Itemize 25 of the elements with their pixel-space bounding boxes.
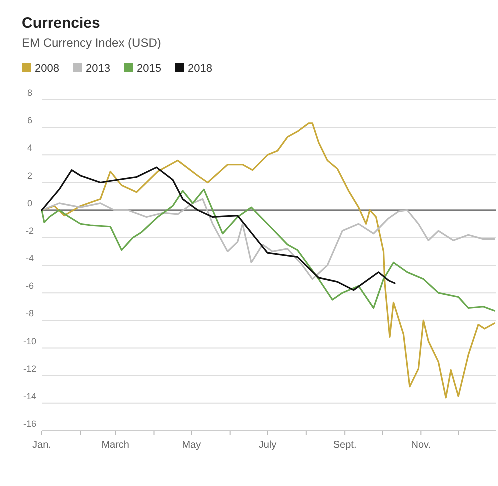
y-tick-label: -10 [23, 336, 37, 346]
chart-subtitle: EM Currency Index (USD) [22, 36, 162, 50]
legend-label: 2013 [86, 63, 110, 75]
y-tick-label: 8 [27, 88, 33, 98]
legend-label: 2008 [35, 63, 60, 75]
y-tick-label: 0 [27, 198, 33, 208]
y-tick-label: -14 [23, 391, 37, 402]
x-tick-label: May [182, 440, 202, 451]
y-tick-label: -2 [26, 226, 34, 236]
x-tick-label: March [102, 440, 130, 451]
x-tick-label: Sept. [333, 440, 357, 451]
y-tick-label: -16 [23, 419, 37, 429]
y-tick-label: 2 [27, 170, 33, 181]
x-tick-label: Nov. [411, 440, 432, 451]
y-tick-label: -12 [23, 364, 37, 374]
y-tick-label: -8 [26, 308, 34, 319]
y-tick-label: 6 [27, 116, 33, 126]
y-tick-label: -4 [26, 254, 34, 264]
x-tick-label: July [258, 440, 277, 451]
legend-label: 2015 [137, 63, 162, 75]
legend-label: 2018 [188, 63, 212, 75]
chart-title: Currencies [22, 15, 100, 32]
x-tick-label: Jan. [32, 440, 52, 451]
y-tick-label: -6 [26, 281, 34, 292]
y-tick-label: 4 [27, 143, 33, 154]
